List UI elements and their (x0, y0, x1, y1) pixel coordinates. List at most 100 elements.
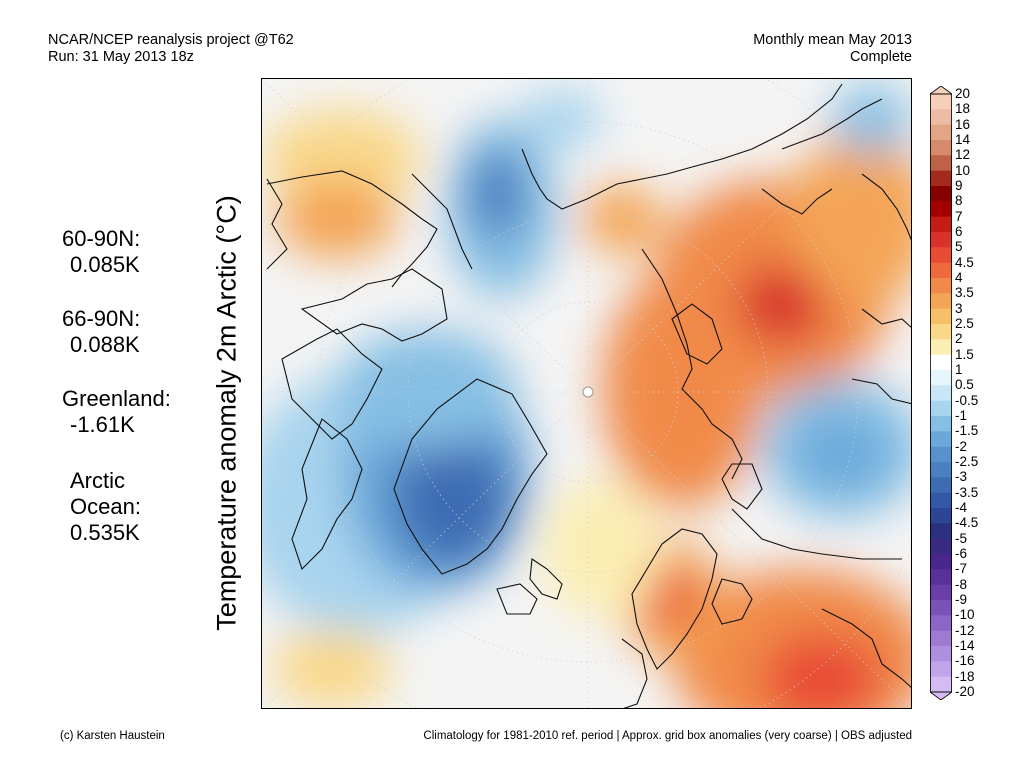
stat-value: -1.61K (70, 412, 135, 437)
colorbar-cell (930, 492, 952, 509)
colorbar-tick-label: -8 (955, 576, 968, 592)
colorbar-cell (930, 109, 952, 126)
colorbar-tick-label: -20 (955, 684, 975, 699)
colorbar-cell (930, 232, 952, 248)
colorbar-cell (930, 462, 952, 478)
colorbar-cell (930, 354, 952, 371)
colorbar-cell (930, 186, 952, 202)
colorbar-tick-label: -6 (955, 546, 968, 561)
stat-greenland: Greenland: -1.61K (62, 386, 171, 438)
colorbar-tick-label: 10 (955, 162, 971, 178)
header-right: Monthly mean May 2013 Complete (753, 32, 912, 66)
colorbar-cell (930, 155, 952, 172)
colorbar-tick-label: -2.5 (955, 454, 979, 469)
colorbar-tick-label: 20 (955, 86, 971, 101)
run-date: Run: 31 May 2013 18z (48, 49, 194, 65)
colorbar-tick-labels: 20 18 16 14 12 10 9 8 7 6 5 4.5 4 3.5 3 2.5 2 1.5 1 0.5 -0.5… (955, 0, 1015, 768)
colorbar-tick-label: 0.5 (955, 377, 974, 393)
colorbar-cell (930, 569, 952, 586)
colorbar-cell (930, 508, 952, 524)
colorbar-tick-label: -9 (955, 592, 968, 607)
colorbar-cell (930, 339, 952, 356)
colorbar-tick-label: -1.5 (955, 423, 979, 439)
colorbar-tick-label: 8 (955, 193, 963, 209)
colorbar-tick-label: -3.5 (955, 484, 979, 500)
colorbar-outline (930, 93, 952, 693)
colorbar-cell (930, 400, 952, 417)
colorbar-cell (930, 385, 952, 402)
colorbar-tick-label: -4 (955, 500, 968, 515)
coastlines (266, 83, 911, 708)
stat-66-90n: 66-90N: 0.088K (62, 306, 140, 358)
colorbar-tick-label: 2.5 (955, 316, 974, 331)
colorbar-tick-label: -10 (955, 607, 975, 623)
climatology-note: Climatology for 1981-2010 ref. period | … (423, 730, 912, 742)
colorbar-cell (930, 523, 952, 540)
colorbar-bottom-arrow (930, 691, 952, 700)
colorbar-tick-label: 2 (955, 331, 963, 347)
colorbar-cell (930, 262, 952, 279)
colorbar-cell (930, 615, 952, 632)
colorbar-cell (930, 446, 952, 463)
colorbar-cell (930, 431, 952, 448)
stat-label: 66-90N: (62, 306, 141, 331)
colorbar-tick-label: -2 (955, 438, 968, 454)
colorbar-tick-label: 7 (955, 208, 963, 224)
colorbar-tick-label: -1 (955, 408, 968, 423)
colorbar-tick-label: 18 (955, 101, 971, 117)
status-text: Complete (849, 49, 912, 65)
y-axis-label: Temperature anomaly 2m Arctic (°C) (211, 195, 242, 631)
stat-value: 0.535K (70, 520, 140, 545)
colorbar-tick-label: 1 (955, 362, 963, 377)
colorbar-tick-label: 3.5 (955, 285, 974, 301)
colorbar-cell (930, 140, 952, 156)
colorbar-tick-label: 12 (955, 147, 971, 163)
colorbar-tick-label: -4.5 (955, 515, 979, 531)
stat-label: Greenland: (62, 386, 171, 411)
colorbar-cell (930, 308, 952, 325)
colorbar-tick-label: 4 (955, 270, 963, 285)
anomaly-field (262, 84, 911, 708)
colorbar-cell (930, 278, 952, 294)
colorbar-cell (930, 124, 952, 141)
colorbar-tick-label: 5 (955, 239, 963, 255)
colorbar-cell (930, 554, 952, 570)
stat-label: Arctic (70, 468, 125, 493)
colorbar-cell (930, 630, 952, 647)
colorbar-cell (930, 94, 952, 110)
colorbar-tick-label: 1.5 (955, 346, 974, 362)
stat-arctic-ocean: Arctic Ocean: 0.535K (70, 468, 141, 546)
colorbar-cell (930, 324, 952, 340)
colorbar-tick-label: 16 (955, 116, 971, 132)
colorbar-cell (930, 584, 952, 601)
colorbar-cell (930, 600, 952, 616)
colorbar-cell (930, 201, 952, 218)
stat-value: 0.085K (70, 252, 140, 277)
colorbar-tick-label: -12 (955, 622, 975, 638)
colorbar-cell (930, 661, 952, 678)
colorbar-cell (930, 646, 952, 662)
period-title: Monthly mean May 2013 (753, 32, 912, 48)
credit-text: (c) Karsten Haustein (60, 730, 165, 742)
colorbar-tick-label: -16 (955, 653, 975, 669)
colorbar-cell (930, 416, 952, 432)
colorbar-tick-label: -14 (955, 638, 975, 653)
colorbar-tick-label: 6 (955, 224, 963, 239)
stat-label: Ocean: (70, 494, 141, 519)
stat-60-90n: 60-90N: 0.085K (62, 226, 140, 278)
colorbar-cell (930, 293, 952, 310)
colorbar-cell (930, 538, 952, 555)
project-title: NCAR/NCEP reanalysis project @T62 (48, 32, 294, 48)
colorbar-cell (930, 477, 952, 494)
colorbar-tick-label: -18 (955, 668, 975, 684)
colorbar-tick-label: -0.5 (955, 392, 979, 408)
colorbar-tick-label: 3 (955, 300, 963, 316)
colorbar-cell (930, 676, 952, 693)
colorbar-cell (930, 216, 952, 233)
anomaly-map (261, 78, 912, 709)
colorbar-cell (930, 370, 952, 386)
colorbar-tick-label: -5 (955, 530, 968, 546)
stat-label: 60-90N: (62, 226, 141, 251)
colorbar-tick-label: 4.5 (955, 254, 974, 270)
colorbar-tick-label: 14 (955, 132, 971, 147)
